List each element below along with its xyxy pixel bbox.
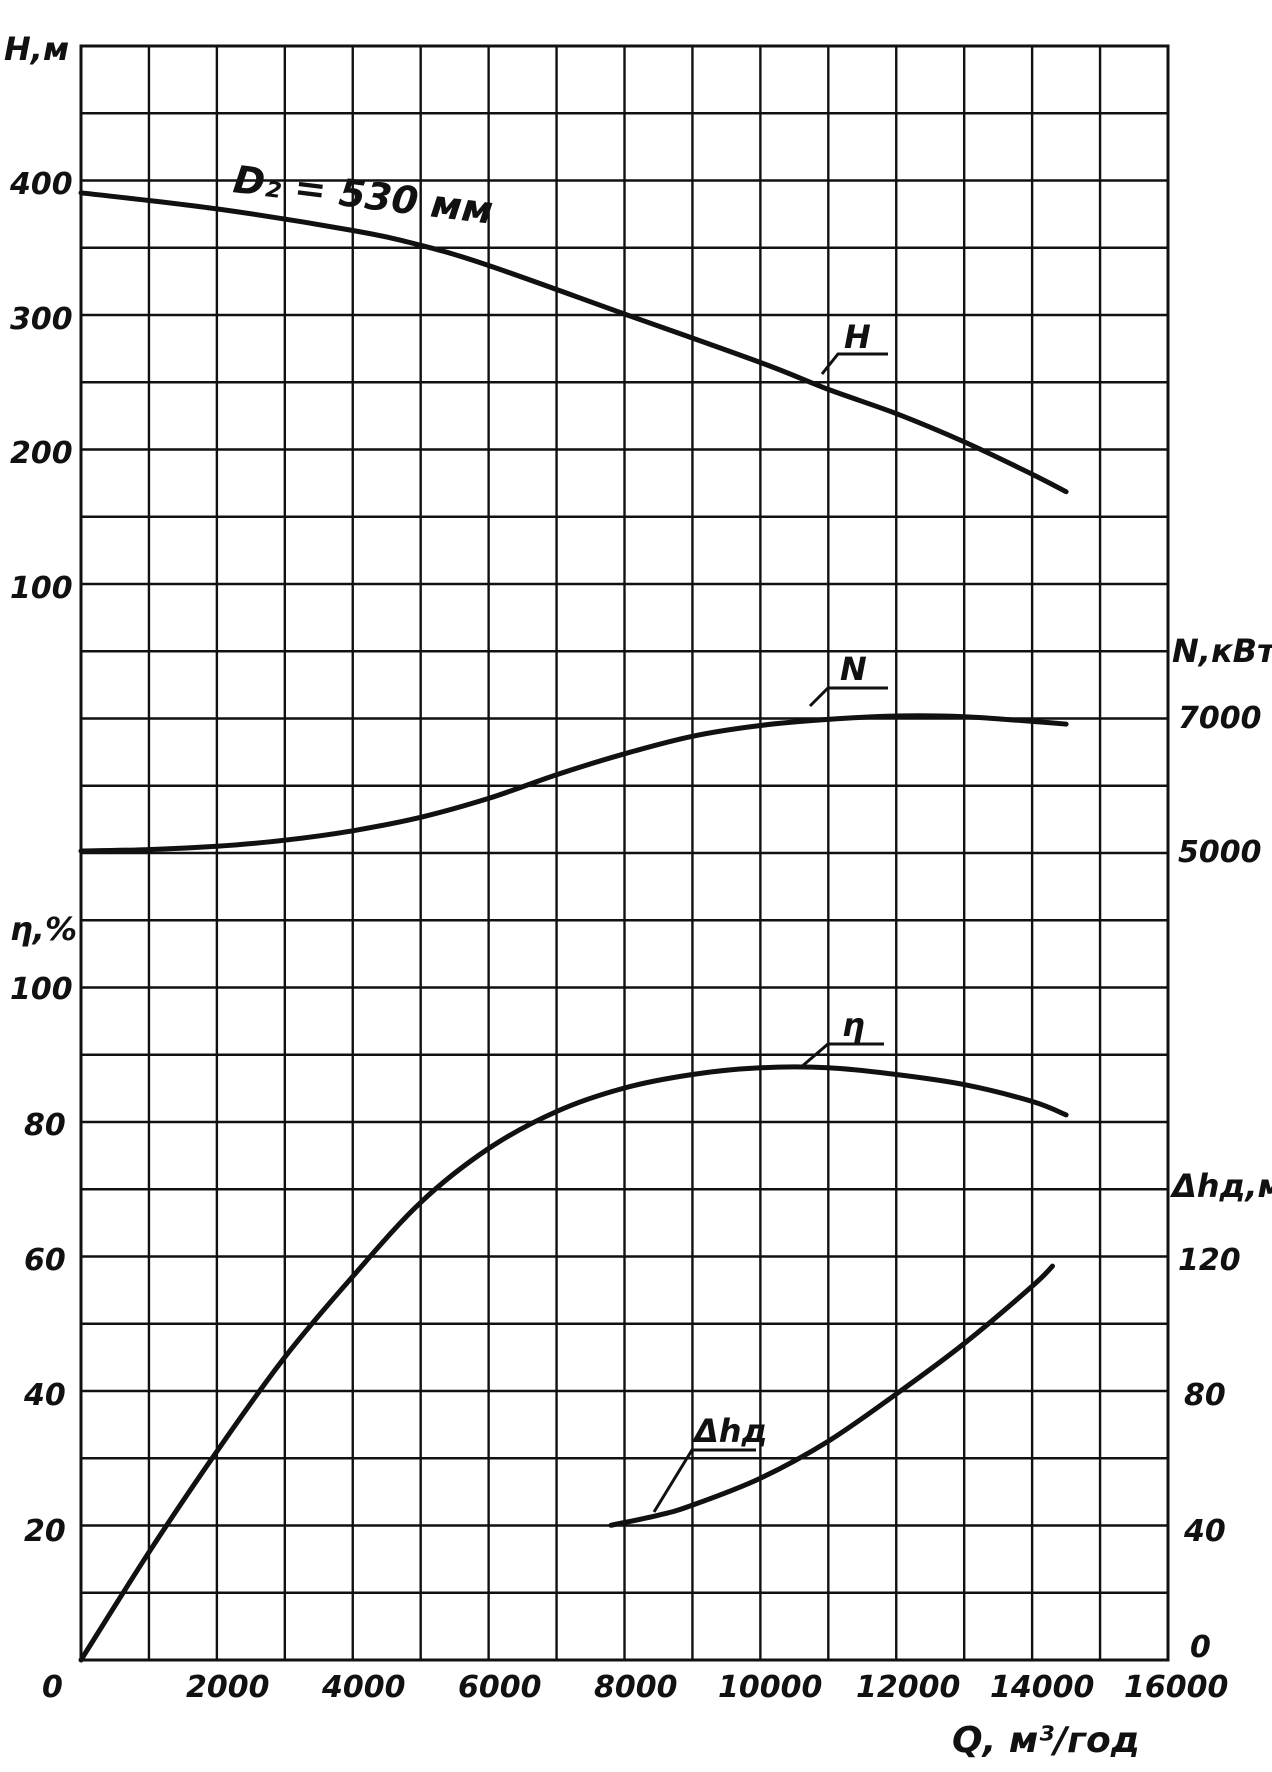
dh-tick-label: 40 <box>1183 1514 1226 1549</box>
leader-line-n <box>808 686 888 708</box>
x-tick-label: 8000 <box>594 1670 678 1705</box>
eta-tick-label: 20 <box>24 1514 66 1549</box>
x-tick-label: 16000 <box>1124 1670 1228 1705</box>
dh-tick-label: 120 <box>1178 1243 1241 1278</box>
h-tick-label: 400 <box>9 167 73 202</box>
grid <box>79 44 1170 1662</box>
series-label-n: N <box>840 650 867 688</box>
eta-tick-label: 60 <box>24 1243 66 1278</box>
curve-label-dh: Δhд <box>652 1412 767 1513</box>
curve-label-h: Н <box>820 318 888 375</box>
h-tick-label: 100 <box>10 571 73 606</box>
eta-tick-label: 40 <box>23 1378 66 1413</box>
n-axis-title: N,кВт <box>1172 632 1272 670</box>
leader-line-eta <box>799 1042 884 1070</box>
curve-label-n: N <box>808 650 888 708</box>
diameter-annotation: D₂ = 530 мм <box>231 157 496 233</box>
x-tick-labels: 0 2000 4000 6000 8000 10000 12000 14000 … <box>42 1670 1228 1705</box>
dh-curve <box>608 1263 1055 1528</box>
eta-curve <box>78 1064 1069 1663</box>
x-tick-label: 0 <box>42 1670 63 1705</box>
n-tick-labels: 7000 5000 <box>1178 701 1262 870</box>
x-tick-label: 12000 <box>856 1670 960 1705</box>
dh-tick-label: 0 <box>1190 1630 1211 1665</box>
x-tick-label: 6000 <box>458 1670 542 1705</box>
leader-line-dh <box>652 1448 756 1513</box>
x-tick-label: 14000 <box>990 1670 1094 1705</box>
h-tick-label: 300 <box>10 302 73 337</box>
n-curve <box>78 713 1069 854</box>
h-tick-label: 200 <box>10 436 73 471</box>
x-axis-title: Q, м³/год <box>952 1720 1140 1761</box>
n-tick-label: 7000 <box>1178 701 1262 736</box>
h-tick-labels: 400 300 200 100 <box>9 167 73 606</box>
h-axis-title: Н,м <box>4 30 69 68</box>
n-tick-label: 5000 <box>1178 835 1262 870</box>
series-label-eta: η <box>842 1006 865 1044</box>
x-tick-label: 4000 <box>321 1670 406 1705</box>
eta-axis-title: η,% <box>10 910 77 948</box>
dh-axis-title: Δhд,м <box>1169 1167 1272 1205</box>
curve-label-eta: η <box>799 1006 884 1070</box>
x-tick-label: 2000 <box>186 1670 270 1705</box>
dh-tick-label: 80 <box>1184 1378 1226 1413</box>
h-curve <box>78 190 1069 495</box>
series-label-dh: Δhд <box>691 1412 767 1450</box>
eta-tick-labels: 100 80 60 40 20 <box>10 972 73 1549</box>
eta-tick-label: 100 <box>10 972 73 1007</box>
x-tick-label: 10000 <box>718 1670 822 1705</box>
eta-tick-label: 80 <box>24 1108 66 1143</box>
leader-line-h <box>820 352 888 375</box>
dh-tick-labels: 120 80 40 0 <box>1178 1243 1241 1665</box>
series-label-h: Н <box>844 318 871 356</box>
curves <box>78 190 1069 1663</box>
